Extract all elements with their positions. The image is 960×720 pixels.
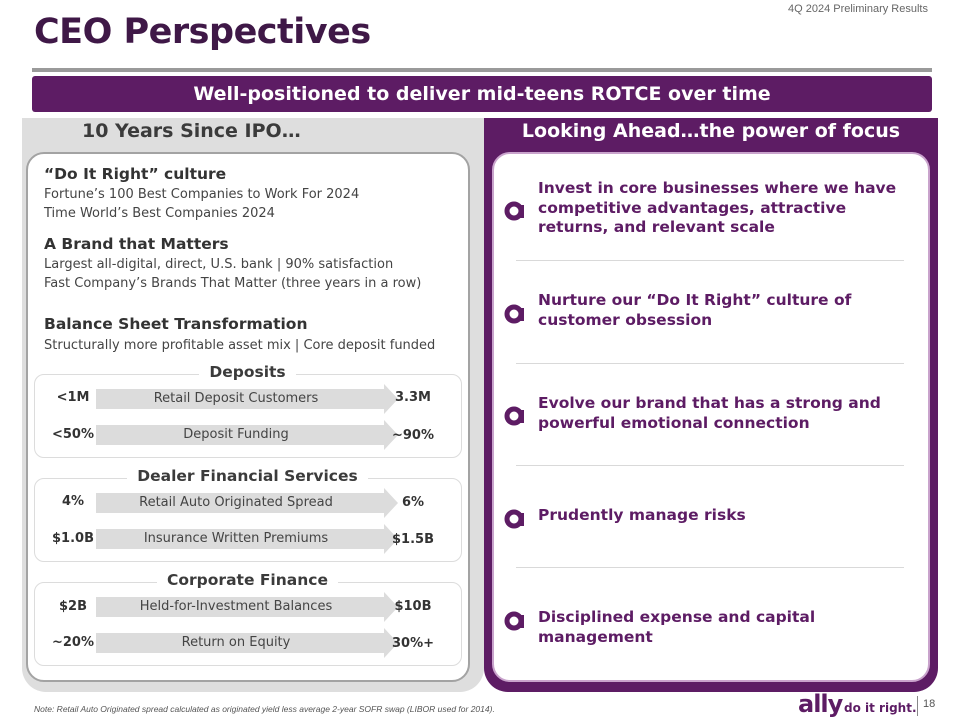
ally-a-icon	[504, 406, 524, 426]
focus-item: Prudently manage risks	[538, 506, 746, 524]
group-title-dealer-financial-services: Dealer Financial Services	[0, 467, 495, 485]
group-title-deposits: Deposits	[0, 363, 495, 381]
metric-arrow	[96, 628, 398, 658]
metric-to: $10B	[394, 599, 432, 614]
metric-label: Retail Auto Originated Spread	[139, 495, 333, 510]
section-line: Structurally more profitable asset mix |…	[44, 338, 436, 353]
metric-label: Retail Deposit Customers	[153, 391, 319, 406]
focus-item: Nurture our “Do It Right” culture of cus…	[538, 291, 852, 329]
section-title-brand: A Brand that Matters	[44, 235, 229, 253]
right-panel-heading: Looking Ahead…the power of focus	[521, 120, 901, 142]
section-line: Fast Company’s Brands That Matter (three…	[44, 276, 422, 291]
metric-to: 6%	[401, 495, 425, 510]
metric-arrow	[96, 524, 398, 554]
group-title-corporate-finance: Corporate Finance	[0, 571, 495, 589]
metric-from: $2B	[59, 599, 87, 614]
title-rule	[32, 68, 932, 72]
metric-arrow	[96, 488, 398, 518]
metric-label: Return on Equity	[181, 635, 291, 650]
metric-label: Insurance Written Premiums	[143, 531, 329, 546]
metric-from: ~20%	[51, 635, 94, 650]
divider	[516, 567, 904, 568]
metric-from: <50%	[51, 427, 94, 442]
page-title: CEO Perspectives	[34, 12, 371, 52]
section-line: Largest all-digital, direct, U.S. bank |…	[44, 257, 394, 272]
ally-logo: ally	[798, 690, 843, 718]
headline-banner: Well-positioned to deliver mid-teens ROT…	[32, 76, 932, 112]
left-panel-heading: 10 Years Since IPO…	[82, 120, 301, 142]
metric-arrow	[96, 592, 398, 622]
metric-to: 3.3M	[395, 390, 431, 405]
focus-item: Evolve our brand that has a strong and p…	[538, 394, 881, 432]
metric-from: $1.0B	[52, 531, 94, 546]
metric-from: <1M	[56, 390, 90, 405]
section-line: Time World’s Best Companies 2024	[44, 206, 275, 221]
ally-a-icon	[504, 611, 524, 631]
section-title-culture: “Do It Right” culture	[44, 165, 227, 183]
section-line: Fortune’s 100 Best Companies to Work For…	[44, 187, 360, 202]
report-label: 4Q 2024 Preliminary Results	[787, 3, 928, 15]
metric-label: Held-for-Investment Balances	[139, 599, 333, 614]
page-number: 18	[923, 698, 936, 710]
ally-a-icon	[504, 509, 524, 529]
section-title-balance-sheet: Balance Sheet Transformation	[44, 315, 308, 333]
page-separator	[917, 696, 918, 716]
metric-arrow	[96, 384, 398, 414]
focus-item: Disciplined expense and capital manageme…	[538, 608, 816, 646]
metric-to: ~90%	[391, 428, 434, 443]
divider	[516, 465, 904, 466]
focus-item: Invest in core businesses where we have …	[538, 179, 897, 236]
divider	[516, 363, 904, 364]
metric-to: $1.5B	[392, 532, 434, 547]
right-panel-card	[492, 152, 930, 682]
metric-label: Deposit Funding	[183, 427, 289, 442]
metric-arrow	[96, 420, 398, 450]
divider	[516, 260, 904, 261]
metric-to: 30%+	[391, 636, 434, 651]
metric-from: 4%	[61, 494, 85, 509]
footnote: Note: Retail Auto Originated spread calc…	[34, 704, 495, 714]
ally-a-icon	[504, 201, 524, 221]
ally-a-icon	[504, 304, 524, 324]
logo-tagline: do it right.	[844, 701, 917, 715]
